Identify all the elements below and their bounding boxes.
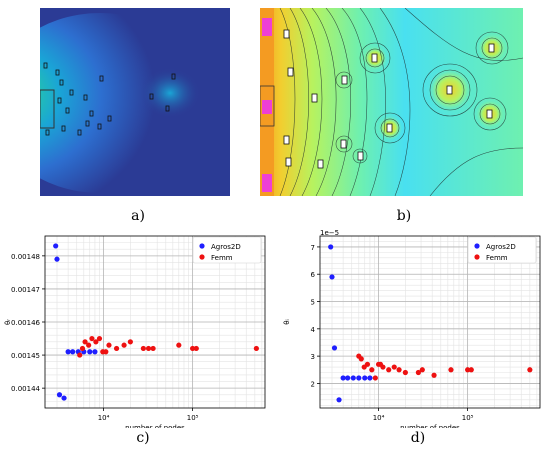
chart-1-femm-point	[419, 367, 425, 373]
chart-0-femm-point	[106, 342, 112, 348]
chart-1-agros2d-point	[367, 375, 373, 381]
chart-0-femm-point	[190, 345, 196, 352]
chart-0-legend-box	[192, 236, 262, 264]
chart-0-femm-point	[145, 345, 152, 352]
chart-0-agros2d-point	[70, 349, 76, 355]
chart-0-y-tick-label: 0.00144	[11, 385, 40, 393]
chart-1-x-axis-label: number of nodes	[400, 424, 460, 428]
chart-1-femm-point	[386, 367, 392, 373]
caption-c: c)	[136, 430, 150, 446]
field-map-b	[259, 7, 524, 197]
chart-1-x-tick-label: 10⁵	[462, 414, 474, 422]
chart-0-femm-point	[82, 339, 88, 345]
chart-1-femm-point	[369, 367, 375, 373]
caption-d: d)	[410, 430, 426, 446]
chart-1-femm-point	[364, 361, 371, 367]
chart-1-offset-label: 1e−5	[320, 229, 339, 237]
chart-0-frame	[44, 235, 266, 409]
chart-0-femm-point	[176, 342, 182, 348]
chart-1-x-tick-label: 10⁴	[373, 414, 385, 422]
chart-1-femm-point	[380, 364, 386, 370]
chart-0-femm-point	[77, 352, 83, 358]
field-map-b-svg	[259, 7, 524, 197]
chart-1-legend-box	[467, 236, 537, 264]
chart-0-agros2d-point	[61, 395, 67, 401]
chart-1-femm-point	[396, 367, 402, 373]
chart-1-agros2d-point	[336, 397, 342, 403]
chart-0-legend-label-femm: Femm	[211, 254, 233, 262]
chart-1-legend-label-femm: Femm	[486, 254, 508, 262]
chart-0-femm-point	[79, 345, 86, 352]
chart-0-agros2d-point	[87, 349, 93, 355]
chart-0-x-tick-label: 10⁴	[98, 414, 110, 422]
chart-1-agros2d-point	[345, 375, 351, 381]
chart-0-agros2d-point	[65, 349, 71, 355]
chart-1-femm-point	[391, 364, 397, 370]
chart-0-y-axis-label: θᵣ	[4, 319, 12, 325]
chart-0-femm-point	[93, 339, 99, 345]
chart-1-femm-point	[372, 375, 378, 381]
chart-0-agros2d-point	[53, 243, 59, 249]
chart-0-femm-point	[127, 339, 133, 345]
chart-1-femm-point	[465, 367, 471, 373]
chart-1-agros2d-point	[328, 244, 334, 250]
chart-1-y-tick-label: 3	[311, 353, 315, 361]
chart-0-femm-point	[121, 342, 127, 348]
chart-1-femm-point	[527, 367, 533, 373]
chart-1-y-axis-label: θᵢ	[283, 319, 291, 325]
chart-0-femm-point	[86, 342, 92, 348]
caption-a: a)	[131, 208, 145, 224]
chart-0-femm-point	[140, 345, 146, 352]
chart-0-femm-point	[89, 335, 95, 342]
field-map-a	[0, 8, 230, 196]
chart-0-y-tick-label: 0.00146	[11, 319, 40, 327]
chart-1-femm-point	[415, 369, 421, 376]
chart-0-legend-marker-agros2d	[199, 243, 205, 249]
chart-1-y-tick-label: 6	[311, 271, 316, 279]
chart-1-agros2d-point	[356, 375, 362, 381]
chart-1-y-tick-label: 2	[311, 380, 315, 388]
chart-1-femm-point	[448, 367, 454, 373]
field-map-a-svg	[0, 8, 230, 196]
chart-0-femm-point	[150, 345, 156, 352]
chart-c: 0.00144 0.00145 0.00146 0.00147 0.00148 10⁴ 10…	[0, 228, 275, 432]
caption-b: b)	[396, 208, 412, 224]
chart-0-y-tick-label: 0.00147	[11, 286, 40, 294]
chart-0-x-axis-label: number of nodes	[125, 424, 185, 428]
chart-0-femm-point	[193, 345, 199, 352]
chart-1-y-tick-label: 7	[311, 244, 315, 252]
chart-1-agros2d-point	[350, 375, 356, 381]
chart-0-y-tick-label: 0.00148	[11, 253, 40, 261]
chart-1-femm-point	[358, 356, 364, 362]
chart-c-svg: 0.00144 0.00145 0.00146 0.00147 0.00148 10⁴ 10…	[4, 235, 266, 432]
chart-d: 2 3 4 5 6 7 10⁴ 10⁵ 1e−5 number of nodes θᵢ Agros2D…	[275, 228, 550, 432]
chart-0-legend-marker-femm	[199, 254, 205, 260]
chart-1-femm-point	[468, 367, 474, 373]
chart-0-femm-point	[96, 335, 103, 342]
chart-1-agros2d-point	[340, 375, 346, 381]
chart-1-y-tick-label: 5	[311, 299, 315, 307]
chart-1-agros2d-point	[331, 345, 338, 351]
chart-0-y-tick-label: 0.00145	[11, 352, 40, 360]
chart-1-legend-marker-agros2d	[474, 243, 480, 249]
chart-1-legend-label-agros2d: Agros2D	[486, 243, 516, 251]
chart-0-agros2d-point	[92, 349, 98, 355]
chart-d-svg: 2 3 4 5 6 7 10⁴ 10⁵ 1e−5 number of nodes θᵢ Agros2D…	[283, 229, 541, 432]
chart-0-legend-label-agros2d: Agros2D	[211, 243, 241, 251]
chart-1-frame	[319, 235, 541, 409]
chart-1-agros2d-point	[329, 274, 335, 280]
chart-0-femm-point	[103, 349, 109, 355]
chart-0-agros2d-point	[56, 392, 63, 398]
chart-1-y-tick-label: 4	[311, 326, 316, 334]
chart-1-femm-point	[402, 369, 408, 376]
chart-0-femm-point	[253, 345, 259, 352]
chart-1-femm-point	[431, 372, 437, 378]
chart-0-femm-point	[113, 345, 120, 352]
chart-1-legend-marker-femm	[474, 254, 480, 260]
chart-0-agros2d-point	[54, 256, 60, 262]
chart-1-agros2d-point	[362, 375, 368, 381]
chart-0-x-tick-label: 10⁵	[187, 414, 199, 422]
